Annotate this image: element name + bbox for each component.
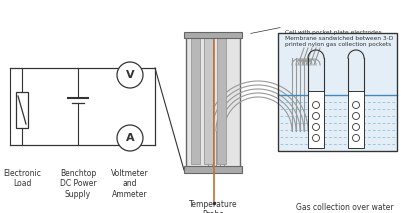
Text: Temperature
Probe: Temperature Probe (189, 200, 237, 213)
Bar (16, 92, 28, 128)
Text: V: V (126, 70, 134, 80)
Bar (186, 35, 240, 171)
Bar (308, 91, 324, 148)
Text: Gas collection over water: Gas collection over water (296, 203, 394, 212)
Bar (184, 166, 242, 173)
Bar (278, 33, 397, 151)
Text: Voltmeter
and
Ammeter: Voltmeter and Ammeter (111, 169, 149, 199)
Circle shape (117, 62, 143, 88)
Text: Benchtop
DC Power
Supply: Benchtop DC Power Supply (60, 169, 96, 199)
Bar (348, 91, 364, 148)
Text: A: A (126, 133, 134, 143)
Circle shape (117, 125, 143, 151)
Text: Electronic
Load: Electronic Load (3, 169, 41, 189)
Bar (191, 38, 200, 164)
Bar (217, 38, 226, 164)
Bar (204, 38, 213, 164)
Bar (278, 33, 397, 151)
Text: Cell with pocket plate electrodes.
Membrane sandwiched between 3-D
printed nylon: Cell with pocket plate electrodes. Membr… (285, 30, 393, 47)
Bar (184, 32, 242, 38)
